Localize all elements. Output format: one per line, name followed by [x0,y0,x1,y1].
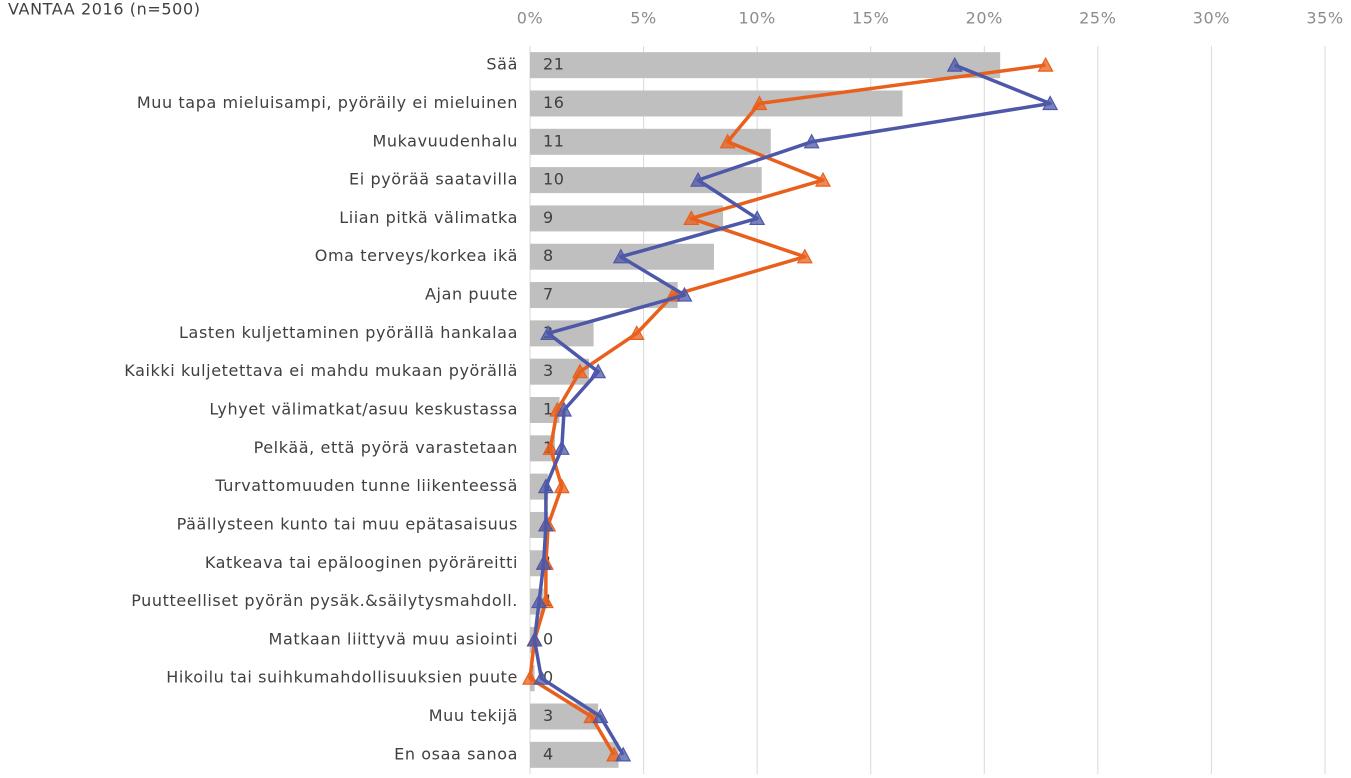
category-label: Turvattomuuden tunne liikenteessä [214,476,518,495]
category-label: Liian pitkä välimatka [339,208,518,227]
x-tick-label: 10% [738,9,775,28]
marker [815,171,832,187]
category-label: Päällysteen kunto tai muu epätasaisuus [177,514,518,533]
marker [521,669,539,685]
category-label: Muu tapa mieluisampi, pyöräily ei mielui… [137,93,518,112]
marker [540,325,557,340]
marker [537,516,554,532]
category-label: Matkaan liittyvä muu asiointi [269,629,518,648]
category-label: Pelkää, että pyörä varastetaan [254,438,518,457]
category-label: Sää [486,55,518,74]
category-label: Puutteelliset pyörän pysäk.&säilytysmahd… [131,591,518,610]
chart-title: VANTAA 2016 (n=500) [8,0,201,19]
x-tick-label: 35% [1306,9,1343,28]
x-tick-label: 20% [966,9,1003,28]
data-label: 3 [543,361,554,380]
marker [803,133,820,149]
marker [946,56,963,72]
data-label: 0 [543,629,554,648]
data-label: 21 [543,55,565,74]
bar [530,90,903,117]
data-label: 1 [543,400,554,419]
marker [533,669,550,685]
data-label: 16 [543,93,565,112]
marker [531,593,548,609]
data-label: 9 [543,208,554,227]
x-tick-label: 0% [517,9,544,28]
category-label: Lyhyet välimatkat/asuu keskustassa [209,400,518,419]
marker [612,248,629,264]
marker [1042,95,1059,111]
category-label: Kaikki kuljetettava ei mahdu mukaan pyör… [124,361,518,380]
marker [537,478,554,494]
bar [530,741,619,768]
category-label: Katkeava tai epälooginen pyöräreitti [205,553,518,572]
category-label: Oma terveys/korkea ikä [315,246,518,265]
marker [571,363,588,379]
marker [719,133,736,149]
marker [526,631,543,647]
marker [590,363,607,379]
marker [535,554,552,570]
marker [749,210,766,226]
data-label: 3 [543,706,554,725]
category-label: En osaa sanoa [394,744,518,763]
data-label: 7 [543,285,554,304]
x-tick-label: 15% [852,9,889,28]
marker [690,171,707,187]
data-label: 0 [543,668,554,687]
marker [553,440,570,455]
marker [751,95,768,111]
bar [530,52,1001,79]
x-tick-label: 5% [630,9,657,28]
data-label: 11 [543,131,565,150]
category-label: Mukavuudenhalu [372,131,518,150]
category-label: Lasten kuljettaminen pyörällä hankalaa [179,323,518,342]
category-label: Hikoilu tai suihkumahdollisuuksien puute [166,668,518,687]
data-label: 10 [543,170,565,189]
marker [592,708,609,724]
data-label: 4 [543,744,554,763]
marker [683,210,700,226]
marker [542,440,559,455]
x-tick-label: 25% [1079,9,1116,28]
marker [796,248,813,264]
category-label: Muu tekijä [429,706,518,725]
marker [556,401,573,417]
marker [676,286,693,302]
marker [1037,56,1054,72]
data-label: 8 [543,246,554,265]
category-label: Ajan puute [425,285,518,304]
marker [628,325,645,340]
x-tick-label: 30% [1193,9,1230,28]
category-label: Ei pyörää saatavilla [349,170,518,189]
marker [553,478,570,494]
marker [615,746,632,762]
